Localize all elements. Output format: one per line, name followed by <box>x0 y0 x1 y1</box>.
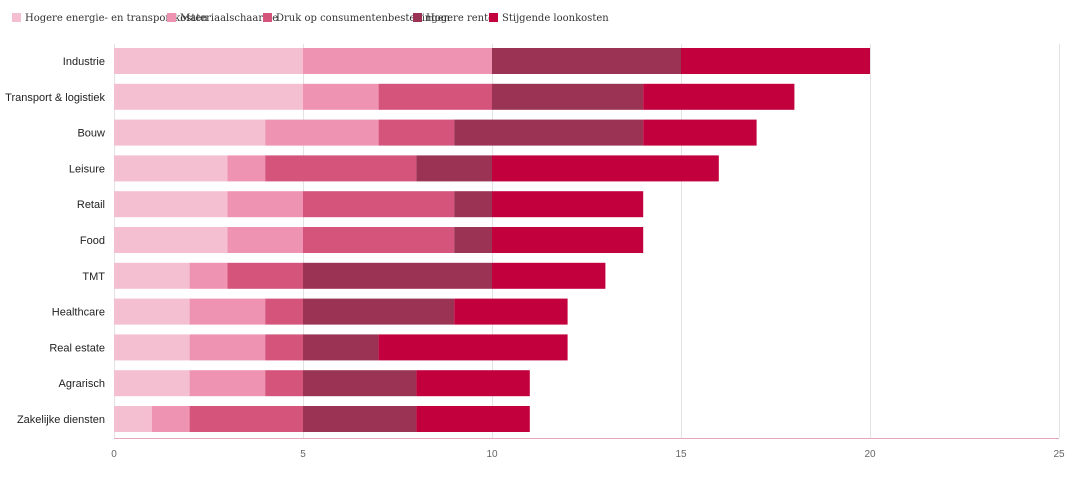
bar-segment[interactable] <box>492 155 719 182</box>
legend-swatch <box>489 13 498 22</box>
bars <box>114 48 870 432</box>
bar-segment[interactable] <box>492 227 644 253</box>
x-tick-label: 15 <box>675 449 687 460</box>
category-labels: Industrie Transport & logistiek Bouw Leisur… <box>5 56 105 426</box>
legend-item[interactable]: Hogere rente <box>413 13 494 24</box>
legend-swatch <box>263 13 272 22</box>
x-tick-label: 0 <box>111 449 117 460</box>
legend-label: Stijgende loonkosten <box>502 13 609 24</box>
legend-label: Hogere rente <box>426 13 494 24</box>
bar-segment[interactable] <box>303 262 492 289</box>
bar-segment[interactable] <box>114 406 152 432</box>
bar-segment[interactable] <box>189 298 266 325</box>
bar-segment[interactable] <box>227 227 303 253</box>
category-label: Zakelijke diensten <box>17 414 105 426</box>
bar-segment[interactable] <box>492 191 644 218</box>
bar-segment[interactable] <box>189 406 303 432</box>
bar-segment[interactable] <box>454 119 644 146</box>
bar-segment[interactable] <box>189 370 266 397</box>
bar-segment[interactable] <box>303 83 379 110</box>
bar-segment[interactable] <box>189 334 266 361</box>
bar-segment[interactable] <box>303 334 379 361</box>
legend-item[interactable]: Materiaalschaarste <box>167 13 278 24</box>
bar-segment[interactable] <box>303 406 417 432</box>
bar-segment[interactable] <box>303 370 417 397</box>
bar-segment[interactable] <box>189 262 228 289</box>
bar-segment[interactable] <box>643 83 795 110</box>
bar-segment[interactable] <box>265 370 303 397</box>
category-label: Agrarisch <box>59 378 105 390</box>
bar-segment[interactable] <box>416 155 492 182</box>
bar-segment[interactable] <box>114 298 190 325</box>
bar-segment[interactable] <box>227 191 303 218</box>
bar-segment[interactable] <box>454 298 568 325</box>
bar-segment[interactable] <box>492 83 644 110</box>
bar-segment[interactable] <box>227 155 266 182</box>
category-label: Retail <box>77 199 105 211</box>
x-tick-label: 20 <box>864 449 876 460</box>
bar-segment[interactable] <box>416 370 530 397</box>
category-label: Industrie <box>63 56 105 68</box>
category-label: TMT <box>82 271 105 283</box>
bar-segment[interactable] <box>114 334 190 361</box>
legend-item[interactable]: Hogere energie- en transportkosten <box>12 13 208 24</box>
x-tick-label: 5 <box>300 449 306 460</box>
category-label: Transport & logistiek <box>5 92 105 104</box>
legend-swatch <box>167 13 176 22</box>
bar-segment[interactable] <box>265 155 417 182</box>
category-label: Bouw <box>77 128 105 140</box>
bar-segment[interactable] <box>454 191 492 218</box>
bar-segment[interactable] <box>114 48 303 74</box>
bar-segment[interactable] <box>416 406 530 432</box>
bar-segment[interactable] <box>265 298 303 325</box>
bar-segment[interactable] <box>303 191 455 218</box>
legend-swatch <box>12 13 21 22</box>
bar-segment[interactable] <box>378 334 568 361</box>
bar-segment[interactable] <box>114 191 228 218</box>
category-label: Leisure <box>69 163 105 175</box>
category-label: Food <box>80 235 105 247</box>
legend-item[interactable]: Druk op consumentenbestedingen <box>263 13 451 24</box>
bar-segment[interactable] <box>303 48 492 74</box>
bar-segment[interactable] <box>114 83 303 110</box>
bar-segment[interactable] <box>114 262 190 289</box>
legend-swatch <box>413 13 422 22</box>
legend-label: Druk op consumentenbestedingen <box>276 13 451 24</box>
bar-segment[interactable] <box>492 262 606 289</box>
bar-segment[interactable] <box>681 48 870 74</box>
bar-segment[interactable] <box>643 119 757 146</box>
legend-item[interactable]: Stijgende loonkosten <box>489 13 609 24</box>
bar-segment[interactable] <box>114 227 228 253</box>
bar-segment[interactable] <box>303 298 455 325</box>
bar-segment[interactable] <box>303 227 455 253</box>
bar-segment[interactable] <box>114 370 190 397</box>
x-tick-label: 10 <box>486 449 498 460</box>
category-label: Healthcare <box>52 307 105 319</box>
legend-label: Materiaalschaarste <box>180 13 278 24</box>
legend-label: Hogere energie- en transportkosten <box>25 13 208 24</box>
bar-segment[interactable] <box>492 48 681 74</box>
x-tick-label: 25 <box>1053 449 1065 460</box>
bar-segment[interactable] <box>114 119 266 146</box>
bar-segment[interactable] <box>265 119 379 146</box>
category-label: Real estate <box>49 342 105 354</box>
bar-segment[interactable] <box>114 155 228 182</box>
bar-segment[interactable] <box>378 83 492 110</box>
x-axis-ticks: 0 5 10 15 20 25 <box>111 449 1065 460</box>
bar-segment[interactable] <box>378 119 455 146</box>
bar-segment[interactable] <box>227 262 303 289</box>
bar-segment[interactable] <box>265 334 303 361</box>
bar-segment[interactable] <box>151 406 190 432</box>
legend: Hogere energie- en transportkostenMateri… <box>12 13 609 24</box>
bar-segment[interactable] <box>454 227 492 253</box>
